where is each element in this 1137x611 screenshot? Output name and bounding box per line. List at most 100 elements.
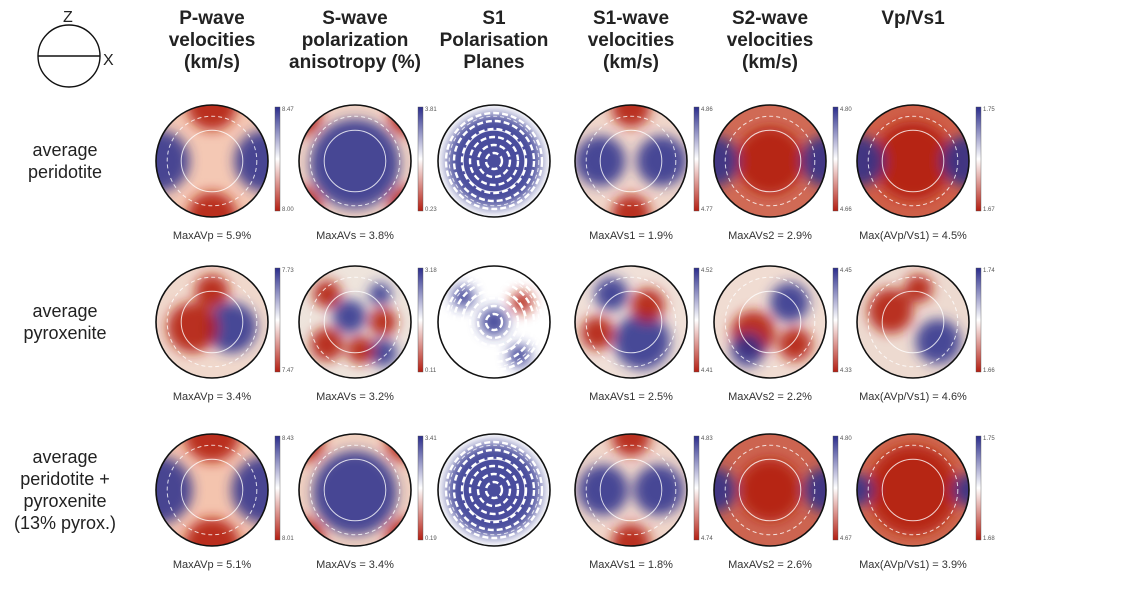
pole-figure-outline: [155, 265, 269, 379]
row-label-mixed: peridotite +: [20, 469, 110, 489]
column-header-vpvs: Vp/Vs1: [881, 8, 945, 29]
color-scale-bar: [274, 435, 281, 541]
color-scale-bar: [417, 106, 424, 212]
scale-min-label: 4.33: [840, 368, 852, 374]
column-header-p: (km/s): [184, 52, 240, 73]
row-label-mixed: average: [32, 447, 97, 467]
color-scale-bar: [975, 106, 982, 212]
scale-max-label: 3.18: [425, 268, 437, 274]
pole-figure-s2-mixed: 4.80 4.67 MaxAVs2 = 2.6%: [713, 433, 852, 571]
pole-figure-outline: [298, 265, 412, 379]
column-header-s: S-wave: [322, 8, 387, 29]
row-label-peridotite: peridotite: [28, 162, 102, 182]
scale-max-label: 8.43: [282, 436, 294, 442]
scale-max-label: 4.80: [840, 107, 852, 113]
scale-max-label: 4.83: [701, 436, 713, 442]
axis-key: Z X: [37, 9, 114, 88]
caption-s1-pyroxenite: MaxAVs1 = 2.5%: [589, 391, 673, 403]
column-header-s1: velocities: [588, 30, 675, 51]
scale-min-label: 0.11: [425, 368, 437, 374]
row-label-pyroxenite: pyroxenite: [23, 323, 106, 343]
caption-p-peridotite: MaxAVp = 5.9%: [173, 230, 252, 242]
pole-figure-s2-pyroxenite: 4.45 4.33 MaxAVs2 = 2.2%: [713, 265, 852, 403]
pole-figure-s-peridotite: 3.81 0.23 MaxAVs = 3.8%: [298, 104, 437, 242]
scale-max-label: 4.80: [840, 436, 852, 442]
pole-figure-p-pyroxenite: 7.73 7.47 MaxAVp = 3.4%: [155, 265, 294, 403]
caption-s2-peridotite: MaxAVs2 = 2.9%: [728, 230, 812, 242]
pole-figure-s2-peridotite: 4.80 4.66 MaxAVs2 = 2.9%: [713, 104, 852, 242]
caption-s2-mixed: MaxAVs2 = 2.6%: [728, 559, 812, 571]
pole-figure-outline: [298, 104, 412, 218]
color-scale-bar: [693, 435, 700, 541]
column-header-pol: Polarisation: [440, 30, 549, 51]
pole-figures: 8.47 8.00 MaxAVp = 5.9% 3.81 0.23 MaxAVs = 3.…: [155, 104, 995, 571]
column-header-p: P-wave: [179, 8, 244, 29]
caption-s-pyroxenite: MaxAVs = 3.2%: [316, 391, 394, 403]
pole-figure-p-mixed: 8.43 8.01 MaxAVp = 5.1%: [155, 433, 294, 571]
row-label-mixed: pyroxenite: [23, 491, 106, 511]
color-scale-bar: [832, 106, 839, 212]
pole-figure-outline: [437, 104, 551, 218]
color-scale-bar: [975, 435, 982, 541]
pole-figure-vpvs-pyroxenite: 1.74 1.66 Max(AVp/Vs1) = 4.6%: [856, 265, 995, 403]
scale-min-label: 4.66: [840, 207, 852, 213]
caption-vpvs-peridotite: Max(AVp/Vs1) = 4.5%: [859, 230, 967, 242]
caption-s1-peridotite: MaxAVs1 = 1.9%: [589, 230, 673, 242]
column-header-pol: S1: [482, 8, 506, 29]
key-z-label: Z: [63, 9, 73, 26]
pole-figure-outline: [574, 433, 688, 547]
pole-figure-s-mixed: 3.41 0.19 MaxAVs = 3.4%: [298, 433, 437, 571]
pole-figure-outline: [155, 104, 269, 218]
pole-figure-outline: [298, 433, 412, 547]
scale-min-label: 1.66: [983, 368, 995, 374]
scale-max-label: 8.47: [282, 107, 294, 113]
scale-min-label: 7.47: [282, 368, 294, 374]
scale-max-label: 4.45: [840, 268, 852, 274]
pole-figure-pol-peridotite: [437, 104, 551, 218]
pole-figure-outline: [713, 265, 827, 379]
pole-figure-pol-mixed: [437, 433, 551, 547]
caption-vpvs-pyroxenite: Max(AVp/Vs1) = 4.6%: [859, 391, 967, 403]
pole-figure-vpvs-mixed: 1.75 1.68 Max(AVp/Vs1) = 3.9%: [856, 433, 995, 571]
color-scale-bar: [832, 435, 839, 541]
pole-figure-vpvs-peridotite: 1.75 1.67 Max(AVp/Vs1) = 4.5%: [856, 104, 995, 242]
caption-s1-mixed: MaxAVs1 = 1.8%: [589, 559, 673, 571]
scale-min-label: 1.67: [983, 207, 995, 213]
scale-max-label: 4.86: [701, 107, 713, 113]
scale-max-label: 3.41: [425, 436, 437, 442]
row-label-mixed: (13% pyrox.): [14, 513, 116, 533]
pole-figure-outline: [713, 104, 827, 218]
column-header-s2: S2-wave: [732, 8, 808, 29]
scale-max-label: 7.73: [282, 268, 294, 274]
key-x-label: X: [103, 52, 114, 69]
scale-min-label: 4.77: [701, 207, 713, 213]
pole-figure-outline: [856, 433, 970, 547]
scale-min-label: 4.74: [701, 536, 713, 542]
scale-min-label: 4.41: [701, 368, 713, 374]
scale-min-label: 8.01: [282, 536, 294, 542]
column-headers: P-wavevelocities(km/s)S-wavepolarization…: [169, 8, 945, 73]
pole-figure-outline: [437, 433, 551, 547]
pole-figure-outline: [856, 265, 970, 379]
caption-s-peridotite: MaxAVs = 3.8%: [316, 230, 394, 242]
scale-max-label: 4.52: [701, 268, 713, 274]
pole-figure-s1-peridotite: 4.86 4.77 MaxAVs1 = 1.9%: [574, 104, 713, 242]
column-header-s1: S1-wave: [593, 8, 669, 29]
caption-p-mixed: MaxAVp = 5.1%: [173, 559, 252, 571]
scale-min-label: 0.23: [425, 207, 437, 213]
column-header-s2: velocities: [727, 30, 814, 51]
pole-figure-s1-pyroxenite: 4.52 4.41 MaxAVs1 = 2.5%: [574, 265, 713, 403]
color-scale-bar: [693, 106, 700, 212]
row-labels: averageperidotiteaveragepyroxeniteaverag…: [14, 140, 116, 533]
column-header-s: anisotropy (%): [289, 52, 421, 73]
column-header-s: polarization: [302, 30, 409, 51]
caption-s2-pyroxenite: MaxAVs2 = 2.2%: [728, 391, 812, 403]
column-header-s2: (km/s): [742, 52, 798, 73]
color-scale-bar: [832, 267, 839, 373]
pole-figure-p-peridotite: 8.47 8.00 MaxAVp = 5.9%: [155, 104, 294, 242]
pole-figure-outline: [574, 104, 688, 218]
caption-p-pyroxenite: MaxAVp = 3.4%: [173, 391, 252, 403]
caption-s-mixed: MaxAVs = 3.4%: [316, 559, 394, 571]
color-scale-bar: [975, 267, 982, 373]
